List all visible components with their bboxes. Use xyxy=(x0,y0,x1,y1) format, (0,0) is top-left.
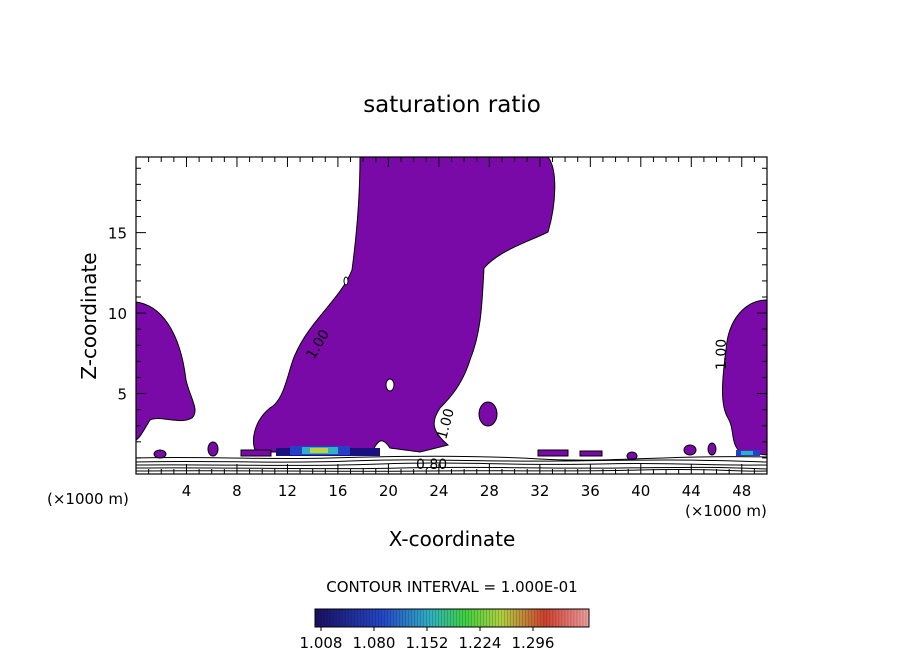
x-tick-label: 24 xyxy=(429,482,448,500)
y-axis: 5 10 15 xyxy=(108,167,767,459)
chart-title: saturation ratio xyxy=(363,92,541,118)
contour-label: 1.00 xyxy=(434,407,458,441)
colorbar-tick-label: 1.008 xyxy=(300,634,343,652)
supersaturated-region-right xyxy=(722,299,767,456)
x-tick-label: 44 xyxy=(682,482,701,500)
x-tick-label: 40 xyxy=(631,482,650,500)
small-cell xyxy=(343,276,349,286)
small-cell xyxy=(683,444,697,456)
small-cell xyxy=(207,441,219,457)
surface-contours xyxy=(136,455,767,472)
contour-interval-text: CONTOUR INTERVAL = 1.000E-01 xyxy=(326,578,577,596)
x-tick-label: 36 xyxy=(581,482,600,500)
y-axis-label: Z-coordinate xyxy=(77,252,101,379)
x-tick-label: 16 xyxy=(328,482,347,500)
y-tick-label: 10 xyxy=(108,305,127,323)
x-axis-label: X-coordinate xyxy=(389,527,516,551)
x-tick-label: 28 xyxy=(480,482,499,500)
small-cell xyxy=(537,449,569,457)
small-cell xyxy=(385,378,395,392)
contour-label: 1.00 xyxy=(714,339,730,370)
x-tick-label: 32 xyxy=(530,482,549,500)
colorbar-tick-label: 1.296 xyxy=(512,634,555,652)
x-tick-label: 20 xyxy=(379,482,398,500)
small-cell xyxy=(153,449,167,459)
small-cell xyxy=(707,442,717,456)
colorbar-tick-label: 1.080 xyxy=(353,634,396,652)
high-ratio-core xyxy=(276,446,760,456)
small-cell xyxy=(579,450,603,457)
y-tick-label: 5 xyxy=(117,386,127,404)
colorbar-tick-label: 1.152 xyxy=(406,634,449,652)
x-tick-label: 12 xyxy=(278,482,297,500)
colorbar xyxy=(314,608,590,628)
contour-field xyxy=(136,157,767,472)
small-cell xyxy=(478,401,498,427)
colorbar-tick-label: 1.224 xyxy=(459,634,502,652)
y-tick-label: 15 xyxy=(108,225,127,243)
x-tick-label: 4 xyxy=(182,482,192,500)
x-axis: 4 8 12 16 20 24 28 32 36 40 44 48 xyxy=(135,157,768,500)
x-tick-label: 48 xyxy=(732,482,751,500)
small-cell xyxy=(240,449,272,457)
colorbar-stripes xyxy=(317,609,587,627)
x-tick-label: 8 xyxy=(232,482,242,500)
colorbar-ticks: 1.008 1.080 1.152 1.224 1.296 xyxy=(300,627,555,652)
x-unit-label-left: (×1000 m) xyxy=(47,490,129,508)
supersaturated-region-left xyxy=(136,301,196,441)
contour-label: 0.80 xyxy=(416,457,447,473)
x-unit-label-right: (×1000 m) xyxy=(685,502,767,520)
supersaturated-region-central-plume xyxy=(253,157,556,453)
